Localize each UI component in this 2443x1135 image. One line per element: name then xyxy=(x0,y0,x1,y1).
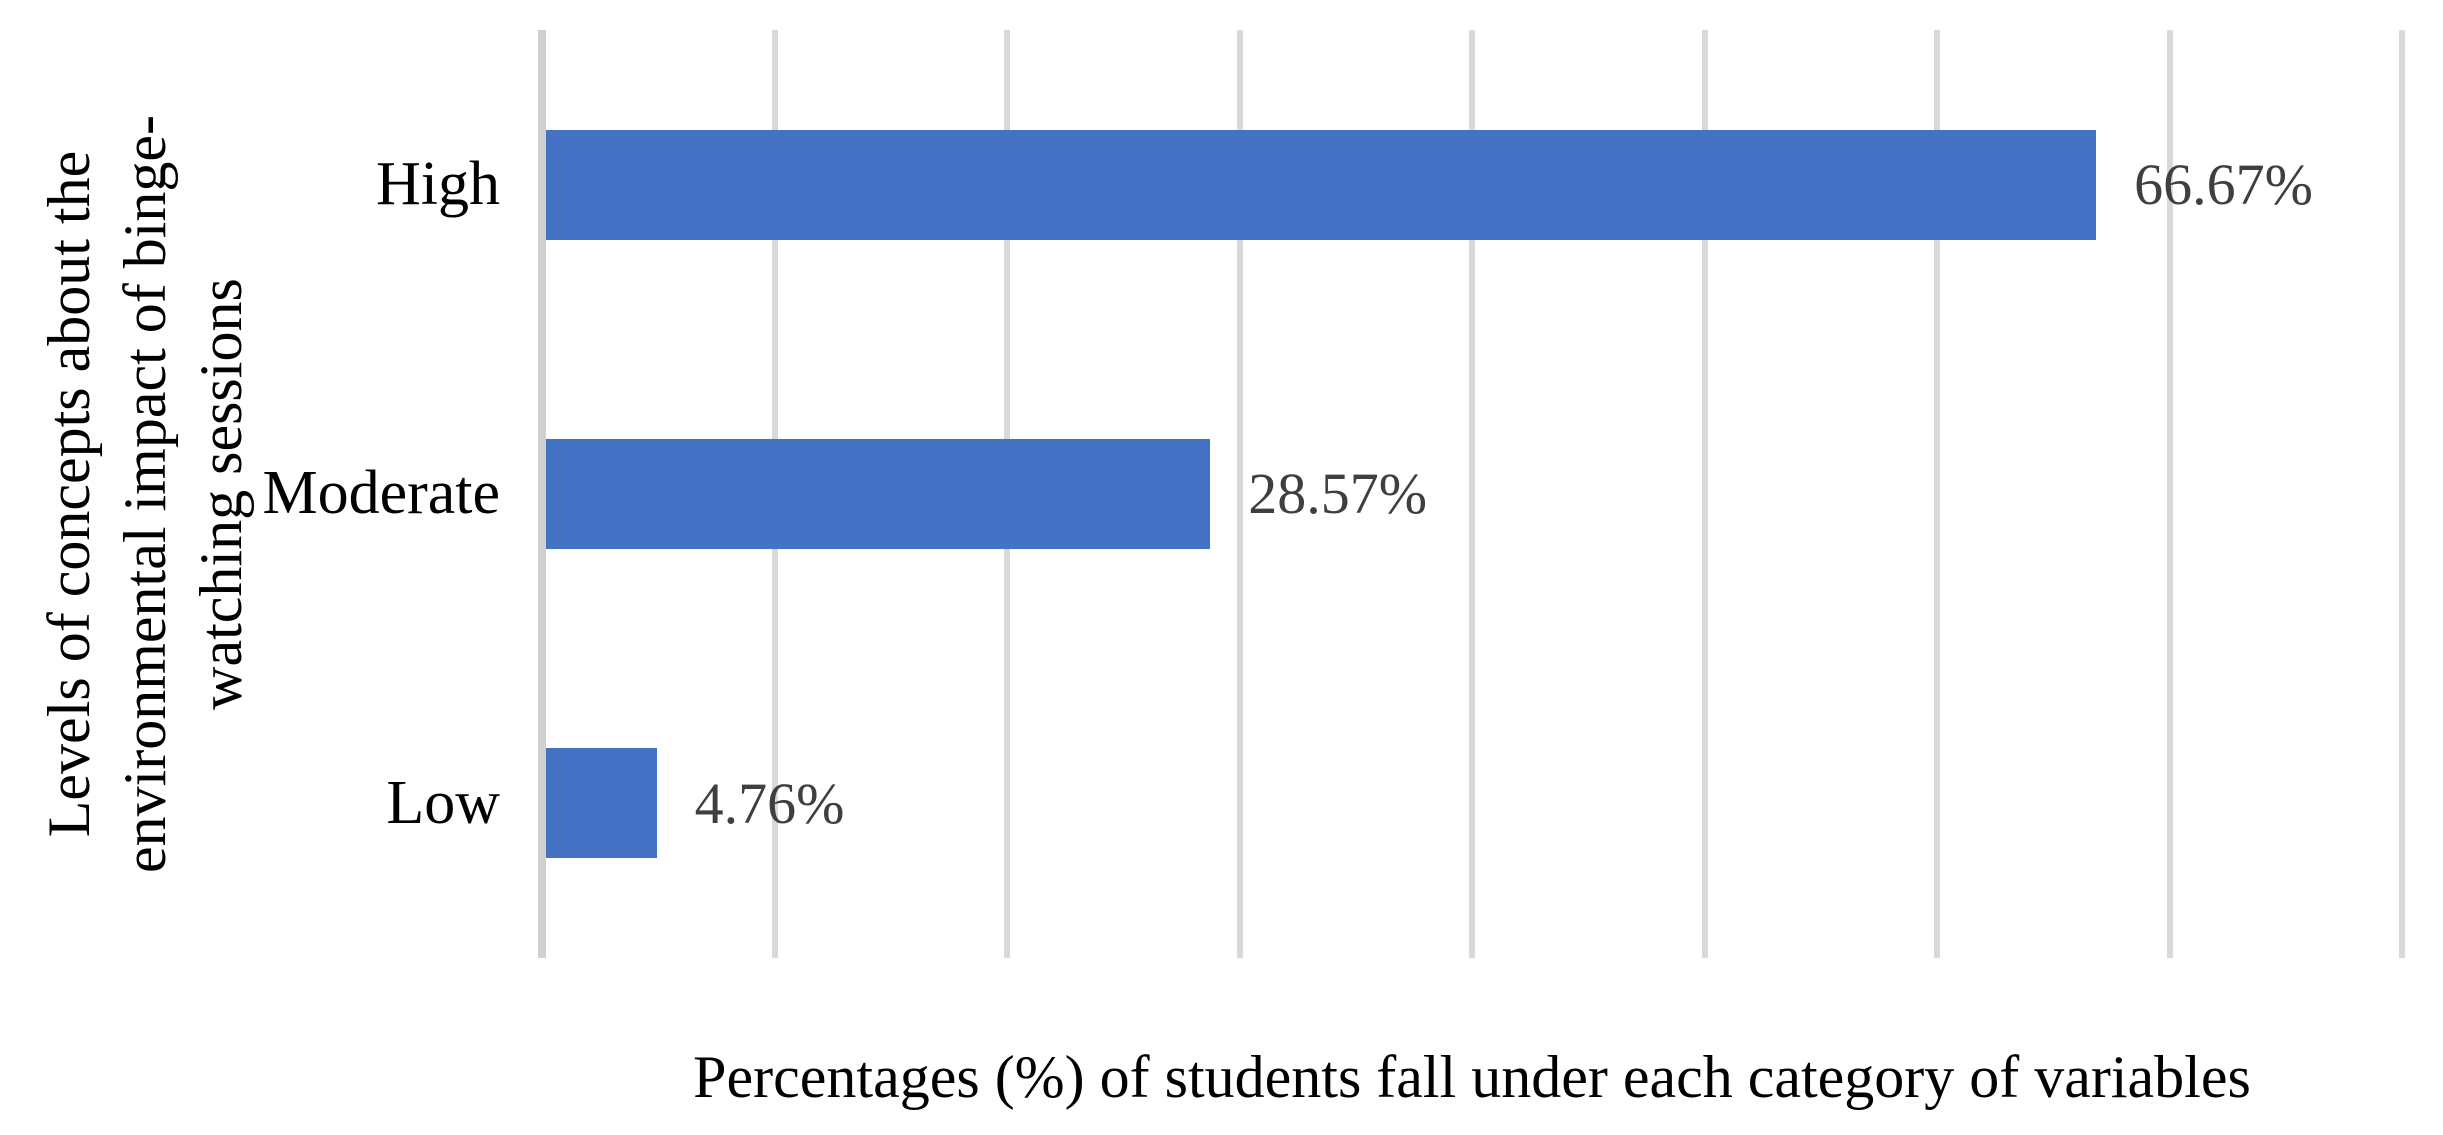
gridline xyxy=(1236,30,1243,958)
bar-low xyxy=(546,748,657,859)
bar-row-high: 66.67% xyxy=(542,30,2402,339)
bar-row-moderate: 28.57% xyxy=(542,339,2402,648)
bar-moderate xyxy=(546,438,1211,549)
value-label-high: 66.67% xyxy=(2134,152,2313,218)
gridline xyxy=(2166,30,2173,958)
gridline xyxy=(1934,30,1940,958)
gridline xyxy=(2399,30,2405,958)
category-label-high: High xyxy=(376,150,500,219)
bar-high xyxy=(546,129,2097,240)
category-label-low: Low xyxy=(386,768,500,837)
category-label-moderate: Moderate xyxy=(262,459,500,528)
plot-area: 66.67% 28.57% 4.76% xyxy=(538,30,2405,958)
value-label-low: 4.76% xyxy=(694,770,845,836)
value-label-moderate: 28.57% xyxy=(1248,461,1428,527)
category-axis-line xyxy=(538,30,546,958)
gridline xyxy=(1469,30,1475,958)
gridline xyxy=(1701,30,1708,958)
category-axis-labels: High Moderate Low xyxy=(0,30,500,958)
x-axis-title: Percentages (%) of students fall under e… xyxy=(693,1044,2251,1110)
bar-row-low: 4.76% xyxy=(542,649,2402,958)
